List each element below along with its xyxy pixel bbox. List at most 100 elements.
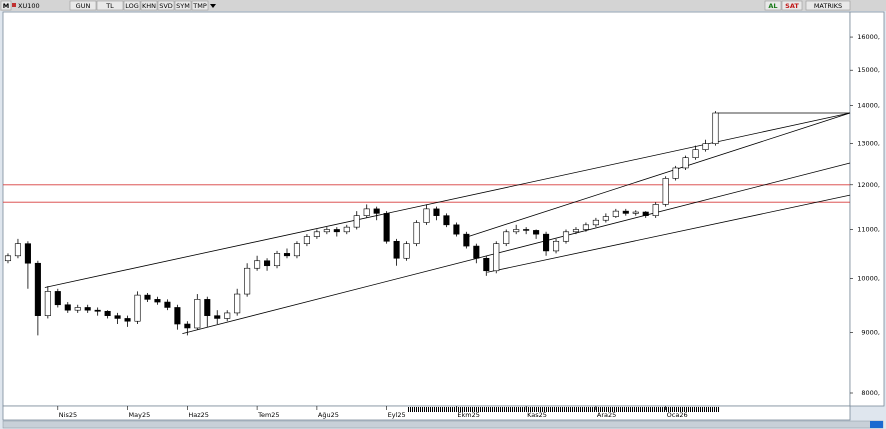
candle-body	[174, 307, 181, 325]
y-tick-label: 12000,	[857, 181, 880, 189]
symbol-icon	[12, 3, 16, 7]
toolbar-button[interactable]	[96, 0, 124, 11]
logo: M	[3, 2, 9, 10]
candle-body	[214, 315, 221, 319]
toolbar-items: M XU100	[0, 0, 40, 11]
candle-body	[682, 157, 689, 169]
trendline	[182, 162, 851, 335]
candle-body	[244, 267, 251, 295]
toolbar-button-label: SYM	[176, 2, 190, 10]
candle-body	[622, 210, 629, 214]
candle-body	[114, 315, 121, 319]
candle-body	[413, 222, 420, 244]
y-tick-label: 11000,	[857, 225, 880, 233]
candle-body	[273, 253, 281, 267]
candle-body	[44, 291, 51, 316]
candle-body	[443, 215, 450, 226]
x-tick-label: Tem25	[257, 411, 279, 419]
candle-body	[612, 210, 619, 217]
candle-body	[184, 323, 191, 329]
buy-label: AL	[768, 2, 777, 10]
toolbar-button[interactable]	[69, 0, 97, 11]
candle-body	[313, 231, 320, 237]
candle-body	[572, 229, 580, 233]
candle-body	[662, 178, 669, 205]
candle-body	[582, 224, 589, 230]
candle-body	[303, 236, 310, 244]
candle-body	[473, 245, 480, 259]
candle-body	[602, 216, 609, 221]
candle-body	[493, 243, 500, 272]
buy-button[interactable]	[764, 0, 782, 11]
y-axis-area	[849, 11, 885, 407]
candle-body	[64, 304, 71, 311]
candle-body	[224, 312, 231, 319]
candle-body	[373, 208, 380, 214]
day-ticks	[408, 407, 720, 412]
candle-body	[154, 299, 161, 303]
sell-button[interactable]	[781, 0, 803, 11]
toolbar-button[interactable]	[191, 0, 209, 11]
candle-body	[363, 208, 370, 216]
candle-body	[264, 260, 271, 267]
candle-body	[54, 291, 61, 306]
toolbar-button[interactable]	[140, 0, 158, 11]
scrollbar[interactable]	[2, 420, 884, 429]
toolbar-button-label: TL	[105, 2, 114, 10]
candle-body	[94, 309, 101, 312]
candle-body	[34, 262, 41, 316]
candle-body	[84, 307, 91, 311]
candle-body	[632, 211, 639, 214]
candle-body	[134, 294, 141, 322]
brand-button[interactable]	[805, 0, 851, 11]
candle-body	[503, 231, 510, 244]
x-tick-label: Ağu25	[318, 411, 339, 419]
candle-body	[293, 243, 300, 257]
y-tick-label: 14000,	[857, 102, 880, 110]
candle-body	[283, 253, 291, 257]
candle-body	[453, 224, 460, 235]
candle-body	[533, 230, 540, 235]
candle-body	[562, 231, 570, 242]
candle-body	[4, 255, 12, 262]
x-tick-label: Nis25	[59, 411, 77, 419]
dropdown-arrow	[210, 4, 216, 8]
toolbar	[0, 0, 886, 11]
trendline	[465, 112, 851, 238]
candle-body	[24, 243, 31, 264]
candle-body	[234, 293, 241, 314]
candle-body	[393, 240, 400, 259]
x-tick-label: Kas25	[527, 411, 547, 419]
symbol: XU100	[18, 2, 40, 10]
x-tick-label: Haz25	[188, 411, 209, 419]
candle-body	[592, 219, 599, 226]
toolbar-button[interactable]	[174, 0, 192, 11]
candle-body	[74, 307, 81, 311]
candle-body	[553, 240, 560, 252]
candle-body	[652, 204, 659, 216]
sell-label: SAT	[785, 2, 799, 10]
toolbar-button[interactable]	[123, 0, 141, 11]
candle-body	[672, 167, 679, 179]
candle-body	[463, 233, 470, 247]
trendline	[487, 194, 851, 273]
y-tick-label: 10000,	[857, 274, 880, 282]
toolbar-button-label: SVD	[159, 2, 173, 10]
toolbar-button[interactable]	[157, 0, 175, 11]
candle-body	[323, 229, 330, 233]
scroll-thumb[interactable]	[870, 421, 883, 428]
x-tick-label: Eyl25	[388, 411, 406, 419]
candle-body	[124, 318, 131, 322]
candle-body	[423, 208, 430, 223]
logo-button[interactable]	[0, 0, 12, 11]
candle-body	[692, 149, 699, 158]
candle-body	[14, 243, 21, 257]
candle-body	[513, 229, 520, 233]
candle-body	[523, 229, 530, 231]
candle-body	[194, 299, 201, 329]
candle-body	[483, 257, 490, 272]
toolbar-button-label: GUN	[76, 2, 91, 10]
candle-body	[333, 229, 340, 233]
y-tick-label: 9000,	[861, 329, 880, 337]
